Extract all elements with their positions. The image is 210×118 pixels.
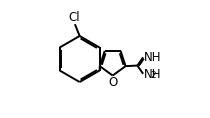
Text: 2: 2 bbox=[150, 71, 156, 80]
Text: NH: NH bbox=[144, 51, 161, 64]
Text: Cl: Cl bbox=[68, 11, 80, 24]
Text: NH: NH bbox=[144, 67, 161, 80]
Text: O: O bbox=[108, 76, 117, 89]
